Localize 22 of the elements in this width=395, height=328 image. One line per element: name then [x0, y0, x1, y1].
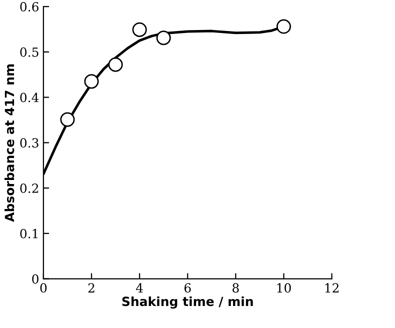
point: [132, 22, 147, 37]
x-tick-label: 12: [325, 283, 339, 292]
point: [108, 57, 123, 72]
x-axis-title: Shaking time / min: [122, 296, 253, 309]
y-tick-label: 0.2: [20, 184, 38, 193]
y-tick-label: 0.3: [20, 138, 38, 148]
x-tick-label: 0: [40, 283, 47, 293]
y-axis-title: Absorbance at 417 nm: [4, 64, 14, 222]
x-tick-label: 8: [232, 283, 239, 293]
point: [84, 74, 99, 89]
x-tick-label: 2: [88, 283, 94, 292]
x-tick-label: 10: [277, 283, 291, 293]
point: [156, 30, 171, 46]
y-tick-label: 0.4: [20, 92, 39, 102]
y-tick-label: 0: [32, 274, 38, 284]
point: [276, 19, 292, 34]
x-tick-label: 6: [184, 283, 191, 293]
point: [60, 112, 75, 127]
y-tick-label: 0.1: [20, 228, 38, 238]
y-tick-label: 0.6: [20, 2, 38, 12]
x-tick-label: 4: [136, 283, 143, 292]
y-tick-label: 0.5: [20, 47, 38, 57]
